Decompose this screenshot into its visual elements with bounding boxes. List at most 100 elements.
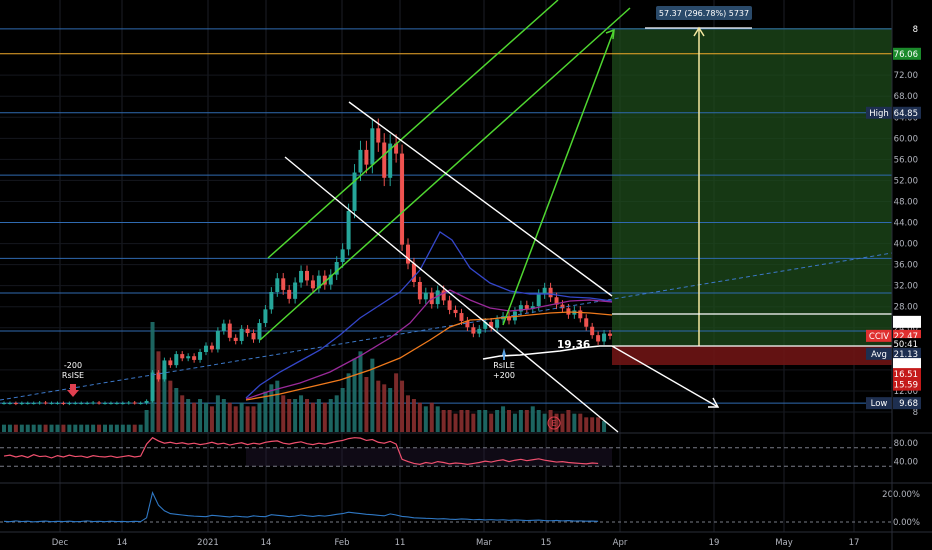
volume-bar-9 xyxy=(55,424,60,432)
volume-bar-96 xyxy=(572,413,577,432)
volume-bar-37 xyxy=(221,399,226,432)
time-tick-6: Mar xyxy=(476,538,493,548)
volume-bar-44 xyxy=(263,391,268,432)
price-tick-13: 60.00 xyxy=(894,134,918,144)
candle-body-61 xyxy=(364,149,369,165)
volume-bar-72 xyxy=(429,402,434,432)
candle-body-66 xyxy=(394,143,399,154)
candle-body-26 xyxy=(156,372,161,380)
volume-bar-16 xyxy=(97,424,102,432)
volume-bar-75 xyxy=(447,410,452,432)
price-tick-15: 68.00 xyxy=(894,92,918,102)
candle-body-80 xyxy=(477,328,482,334)
badge-tag-2 xyxy=(866,106,892,119)
badge-value-text-10: 9.68 xyxy=(899,399,918,409)
badge-3 xyxy=(893,315,921,328)
badge-8 xyxy=(893,368,921,381)
candle-body-9 xyxy=(55,403,60,405)
volume-bar-53 xyxy=(316,399,321,432)
volume-bar-49 xyxy=(293,399,298,432)
moving-average-blue xyxy=(245,231,613,399)
volume-bar-40 xyxy=(239,402,244,432)
volume-bar-98 xyxy=(584,417,589,432)
candle-body-5 xyxy=(31,403,36,405)
badge-value-text-4: 22.47 xyxy=(894,332,918,342)
time-tick-11: 17 xyxy=(849,538,860,548)
volume-bar-36 xyxy=(215,395,220,432)
candle-body-59 xyxy=(352,172,357,211)
candle-body-31 xyxy=(186,356,191,359)
candle-body-72 xyxy=(429,292,434,305)
earnings-marker-label: E xyxy=(552,419,557,428)
candle-body-87 xyxy=(518,305,523,312)
volume-bar-19 xyxy=(114,424,119,432)
volume-bar-3 xyxy=(19,424,24,432)
candle-body-85 xyxy=(507,316,511,321)
price-tick-6: 32.00 xyxy=(894,282,918,292)
volume-bar-86 xyxy=(512,413,517,432)
badge-tag-text-6: Avg xyxy=(871,350,887,360)
volume-bar-4 xyxy=(25,424,30,432)
candle-body-19 xyxy=(114,403,119,405)
volume-bar-28 xyxy=(168,380,173,432)
volume-bar-7 xyxy=(43,424,48,432)
candle-body-81 xyxy=(483,322,488,329)
candle-body-64 xyxy=(382,142,387,178)
candle-body-36 xyxy=(215,330,220,350)
candle-body-97 xyxy=(578,310,583,319)
candle-body-10 xyxy=(61,403,66,405)
earnings-marker-icon[interactable] xyxy=(547,416,561,430)
candle-body-16 xyxy=(97,402,102,404)
candle-body-101 xyxy=(602,333,607,342)
volume-bar-13 xyxy=(79,424,84,432)
volume-bar-5 xyxy=(31,424,36,432)
channel-upper-green xyxy=(267,0,559,259)
candle-body-48 xyxy=(287,289,292,299)
candle-body-11 xyxy=(67,403,72,405)
volume-bar-46 xyxy=(275,380,280,432)
volume-bar-83 xyxy=(495,410,500,432)
candle-body-83 xyxy=(495,319,500,328)
candle-body-63 xyxy=(376,128,381,143)
volume-bar-42 xyxy=(251,406,256,432)
candle-body-93 xyxy=(554,297,559,305)
candle-body-8 xyxy=(49,403,54,405)
percent-line xyxy=(3,490,599,523)
rsi-low-label-1: -200 xyxy=(64,361,82,370)
candle-body-55 xyxy=(328,274,333,285)
candle-body-90 xyxy=(536,294,541,307)
volume-bar-95 xyxy=(566,410,571,432)
candle-body-35 xyxy=(209,345,214,350)
badge-value-6 xyxy=(893,347,921,360)
candle-body-30 xyxy=(180,354,185,359)
volume-bar-22 xyxy=(132,424,137,432)
candle-body-68 xyxy=(406,244,410,264)
volume-bar-87 xyxy=(518,410,523,432)
candle-body-70 xyxy=(417,282,422,300)
volume-bar-57 xyxy=(340,388,345,432)
price-tick-7: 36.00 xyxy=(894,261,918,271)
candle-body-21 xyxy=(126,402,131,404)
candle-body-69 xyxy=(411,263,416,282)
volume-bar-6 xyxy=(37,424,42,432)
candle-body-58 xyxy=(346,210,351,250)
time-tick-4: Feb xyxy=(334,538,349,548)
volume-bar-51 xyxy=(305,399,309,432)
trend-line-dashed xyxy=(0,252,893,401)
rsi-tick-1: 40.00 xyxy=(894,458,918,468)
volume-bar-18 xyxy=(108,424,113,432)
volume-bar-63 xyxy=(376,380,381,432)
down-arrowhead xyxy=(708,397,720,408)
volume-bar-14 xyxy=(85,424,90,432)
rsi-band xyxy=(246,447,612,467)
candle-body-75 xyxy=(447,300,452,310)
candle-body-60 xyxy=(358,149,363,173)
rsi-high-label-2: +200 xyxy=(493,371,515,380)
candle-body-18 xyxy=(108,403,113,405)
badge-text-1: 76.06 xyxy=(894,50,918,60)
time-tick-3: 14 xyxy=(261,538,272,548)
volume-bar-35 xyxy=(209,406,214,432)
badge-text-3: 25.13 xyxy=(894,318,918,328)
volume-bar-21 xyxy=(126,424,131,432)
